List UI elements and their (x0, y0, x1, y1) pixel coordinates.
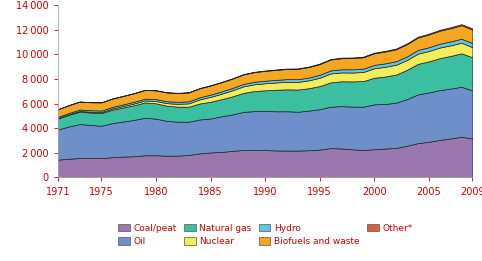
Legend: Coal/peat, Oil, Natural gas, Nuclear, Hydro, Biofuels and waste, Other*: Coal/peat, Oil, Natural gas, Nuclear, Hy… (114, 220, 416, 250)
